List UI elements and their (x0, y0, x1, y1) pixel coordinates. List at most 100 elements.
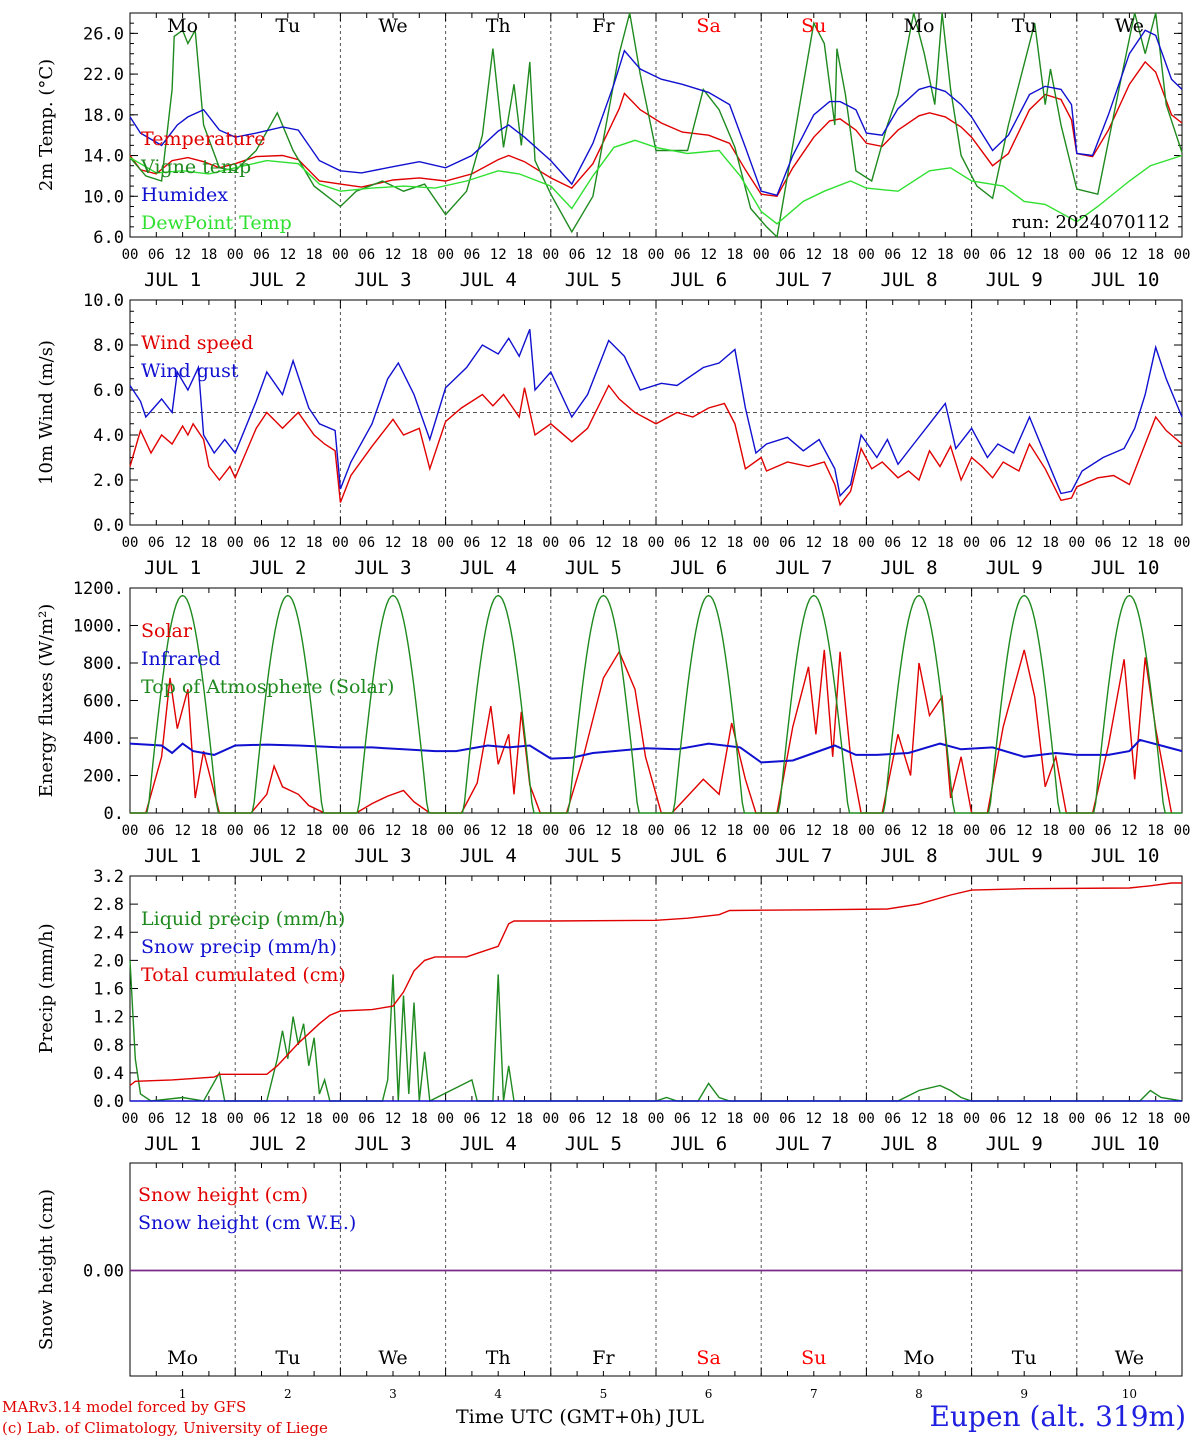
y-tick-label: 6.0 (93, 228, 124, 248)
day-number-label: 7 (810, 1387, 818, 1401)
hour-tick-label: 06 (989, 823, 1006, 839)
date-label: JUL 1 (144, 845, 201, 867)
hour-tick-label: 00 (332, 1111, 349, 1127)
hour-tick-label: 18 (200, 823, 217, 839)
hour-tick-label: 12 (385, 1111, 402, 1127)
legend-entry: Vigne temp (140, 156, 251, 178)
hour-tick-label: 00 (1068, 1111, 1085, 1127)
hour-tick-label: 00 (648, 535, 665, 551)
hour-tick-label: 00 (1174, 1111, 1191, 1127)
hour-tick-label: 00 (1174, 823, 1191, 839)
legend-entry: DewPoint Temp (141, 212, 292, 234)
hour-tick-label: 12 (174, 535, 191, 551)
hour-tick-label: 06 (358, 247, 375, 263)
hour-tick-label: 00 (648, 1111, 665, 1127)
hour-tick-label: 12 (911, 1111, 928, 1127)
hour-tick-label: 06 (253, 1111, 270, 1127)
hour-tick-label: 00 (437, 535, 454, 551)
weekday-label: Mo (904, 1347, 935, 1369)
hour-tick-label: 00 (227, 1111, 244, 1127)
hour-tick-label: 06 (148, 823, 165, 839)
hour-tick-label: 18 (516, 1111, 533, 1127)
legend-entry: Infrared (141, 648, 221, 670)
day-number-label: 2 (284, 1387, 292, 1401)
hour-tick-label: 12 (805, 823, 822, 839)
date-label: JUL 10 (1091, 557, 1160, 579)
hour-tick-label: 18 (1042, 823, 1059, 839)
hour-tick-label: 00 (753, 823, 770, 839)
hour-tick-label: 00 (753, 247, 770, 263)
hour-tick-label: 06 (253, 247, 270, 263)
date-label: JUL 6 (670, 269, 727, 291)
hour-tick-label: 18 (832, 535, 849, 551)
hour-tick-label: 06 (674, 823, 691, 839)
hour-tick-label: 18 (1147, 535, 1164, 551)
date-label: JUL 9 (986, 1133, 1043, 1155)
y-tick-label: 18.0 (83, 106, 124, 126)
y-tick-label: 1.2 (93, 1008, 124, 1028)
hour-tick-label: 12 (174, 823, 191, 839)
y-tick-label: 8.0 (93, 336, 124, 356)
date-label: JUL 4 (460, 269, 517, 291)
hour-tick-label: 00 (858, 1111, 875, 1127)
hour-tick-label: 00 (1068, 247, 1085, 263)
hour-tick-label: 00 (437, 247, 454, 263)
hour-tick-label: 00 (122, 1111, 139, 1127)
date-label: JUL 3 (354, 269, 411, 291)
hour-tick-label: 06 (1095, 1111, 1112, 1127)
hour-tick-label: 00 (122, 247, 139, 263)
date-label: JUL 9 (986, 269, 1043, 291)
hour-tick-label: 12 (279, 823, 296, 839)
hour-tick-label: 12 (595, 535, 612, 551)
hour-tick-label: 00 (227, 535, 244, 551)
y-tick-label: 1200. (73, 579, 124, 599)
hour-tick-label: 00 (753, 535, 770, 551)
y-tick-label: 22.0 (83, 65, 124, 85)
date-label: JUL 5 (565, 1133, 622, 1155)
hour-tick-label: 00 (963, 247, 980, 263)
hour-tick-label: 00 (1068, 823, 1085, 839)
y-tick-label: 2.4 (93, 923, 124, 943)
hour-tick-label: 06 (148, 247, 165, 263)
weekday-label: We (378, 1347, 407, 1369)
weekday-label: Mo (167, 1347, 198, 1369)
y-tick-label: 400. (83, 729, 124, 749)
y-tick-label: 600. (83, 692, 124, 712)
date-label: JUL 8 (880, 845, 937, 867)
hour-tick-label: 12 (1121, 535, 1138, 551)
hour-tick-label: 00 (332, 247, 349, 263)
hour-tick-label: 06 (358, 535, 375, 551)
hour-tick-label: 18 (1147, 1111, 1164, 1127)
weekday-label: Tu (1012, 15, 1037, 37)
hour-tick-label: 18 (726, 1111, 743, 1127)
hour-tick-label: 00 (542, 247, 559, 263)
hour-tick-label: 00 (1068, 535, 1085, 551)
weekday-label: We (1115, 15, 1144, 37)
hour-tick-label: 06 (884, 247, 901, 263)
hour-tick-label: 00 (227, 823, 244, 839)
hour-tick-label: 18 (726, 823, 743, 839)
y-tick-label: 0.4 (93, 1064, 124, 1084)
hour-tick-label: 06 (674, 247, 691, 263)
hour-tick-label: 12 (1016, 823, 1033, 839)
hour-tick-label: 00 (648, 823, 665, 839)
hour-tick-label: 06 (989, 535, 1006, 551)
hour-tick-label: 00 (227, 247, 244, 263)
series-line-dewpoint-temp (129, 139, 1183, 225)
hour-tick-label: 18 (621, 247, 638, 263)
hour-tick-label: 00 (858, 247, 875, 263)
legend-entry: Solar (141, 620, 193, 642)
y-axis-title: 10m Wind (m/s) (36, 340, 57, 485)
hour-tick-label: 12 (279, 247, 296, 263)
y-tick-label: 1.6 (93, 980, 124, 1000)
hour-tick-label: 00 (542, 823, 559, 839)
hour-tick-label: 00 (858, 823, 875, 839)
series-line-wind-gust (129, 329, 1183, 498)
date-label: JUL 3 (354, 557, 411, 579)
date-label: JUL 10 (1091, 1133, 1160, 1155)
hour-tick-label: 12 (700, 247, 717, 263)
hour-tick-label: 12 (700, 1111, 717, 1127)
hour-tick-label: 00 (122, 535, 139, 551)
hour-tick-label: 06 (779, 823, 796, 839)
